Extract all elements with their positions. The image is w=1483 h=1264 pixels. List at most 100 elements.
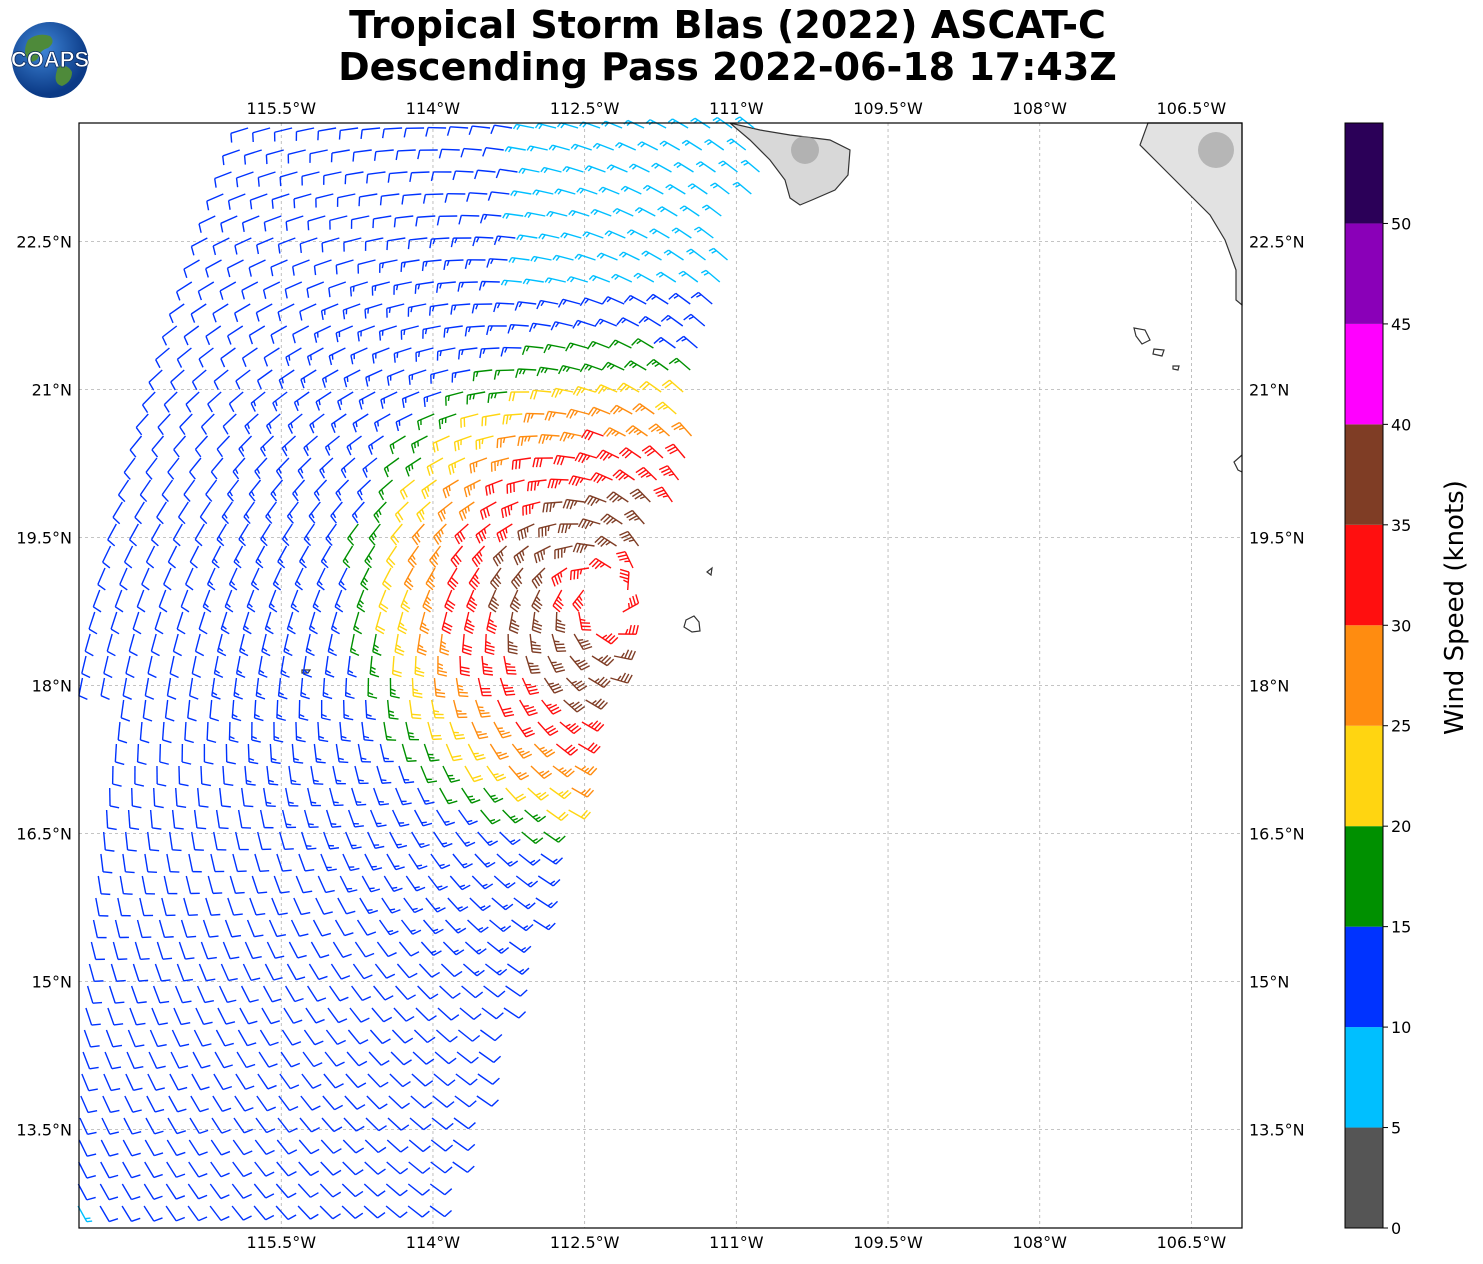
wind-barb (578, 611, 592, 631)
wind-barb (379, 259, 398, 273)
wind-barb (306, 347, 324, 366)
wind-barb (388, 1095, 410, 1109)
wind-barb (422, 325, 441, 339)
wind-barb (449, 721, 466, 740)
wind-barb (511, 457, 532, 470)
wind-barb (521, 831, 544, 845)
wind-barb (190, 303, 207, 323)
wind-barb (124, 1095, 142, 1113)
wind-barb (466, 192, 488, 202)
land-outlines (301, 122, 1243, 674)
wind-barb (508, 611, 520, 634)
wind-barb (378, 919, 399, 936)
wind-barb (444, 589, 456, 613)
wind-barb (228, 567, 238, 591)
wind-barb (421, 479, 437, 500)
wind-barb (214, 1051, 233, 1069)
wind-barb (603, 427, 626, 437)
wind-barb (415, 215, 436, 227)
wind-barb (276, 1139, 298, 1155)
wind-barb (421, 259, 442, 272)
wind-barb (203, 743, 214, 765)
wind-barb (521, 677, 540, 696)
wind-barb (584, 165, 606, 173)
wind-barb (342, 303, 361, 320)
wind-barb (253, 1183, 275, 1199)
wind-barb (560, 232, 582, 239)
wind-barb (129, 1007, 146, 1026)
wind-barb (319, 1183, 342, 1198)
wind-barb (623, 294, 647, 305)
socorro-island (683, 615, 701, 633)
wind-barb (521, 345, 544, 356)
wind-barb (256, 369, 273, 390)
wind-barb (280, 1051, 301, 1068)
lat-tick-label-right: 13.5°N (1249, 1120, 1305, 1139)
wind-barb (235, 171, 254, 188)
wind-barb (324, 435, 340, 456)
wind-barb (168, 831, 182, 852)
wind-barb (221, 501, 233, 525)
lon-tick-label-bottom: 114°W (406, 1233, 461, 1252)
wind-barb (562, 166, 584, 173)
wind-barb (726, 138, 747, 151)
wind-barb (538, 233, 560, 240)
wind-barb (391, 1029, 414, 1044)
wind-barb (533, 545, 551, 564)
wind-barb (502, 809, 524, 824)
wind-barb (391, 809, 410, 827)
wind-barb (307, 215, 326, 231)
wind-barb (471, 303, 493, 314)
wind-barb (227, 897, 243, 916)
wind-barb (413, 1029, 436, 1044)
wind-barb (664, 443, 686, 459)
wind-barb (364, 545, 376, 569)
wind-barb (92, 919, 107, 939)
wind-barb (220, 963, 238, 982)
wind-barb (178, 765, 189, 787)
lat-tick-label-right: 15°N (1249, 972, 1289, 991)
wind-barb (386, 303, 405, 318)
wind-barb (483, 787, 504, 803)
wind-barb (183, 325, 200, 346)
wind-barb (351, 985, 372, 1002)
wind-barb (356, 589, 366, 613)
wind-barb (167, 545, 178, 569)
wind-barb (231, 699, 242, 722)
wind-barb (408, 1139, 431, 1153)
wind-barb (266, 941, 285, 959)
wind-barb (175, 787, 187, 809)
wind-barb (114, 919, 129, 939)
wind-barb (668, 357, 691, 371)
wind-barb (237, 1029, 257, 1047)
wind-barb (386, 369, 405, 386)
wind-barb (244, 413, 259, 435)
wind-barb (618, 624, 639, 635)
wind-barb (121, 1183, 141, 1201)
wind-barb (310, 765, 324, 785)
wind-barb (595, 633, 619, 645)
wind-barb (686, 248, 706, 261)
wind-barb (300, 369, 317, 389)
wind-barb (393, 347, 412, 363)
wind-barb (601, 296, 625, 305)
wind-barb (570, 143, 592, 151)
wind-barb (320, 699, 331, 721)
wind-barb (332, 765, 346, 785)
wind-barb (81, 655, 91, 679)
wind-barb (446, 126, 469, 136)
wind-barb (437, 1007, 460, 1021)
wind-barb (428, 303, 449, 316)
wind-barb (503, 1007, 527, 1019)
wind-barb (229, 875, 245, 894)
wind-barb (141, 875, 155, 895)
wind-barb (181, 743, 192, 765)
wind-barb (122, 1139, 141, 1157)
wind-barb (588, 557, 612, 570)
wind-barb (323, 1073, 344, 1089)
wind-barb (458, 809, 478, 826)
wind-barb (517, 435, 538, 447)
wind-barb (105, 1029, 123, 1048)
wind-barb (487, 391, 508, 403)
